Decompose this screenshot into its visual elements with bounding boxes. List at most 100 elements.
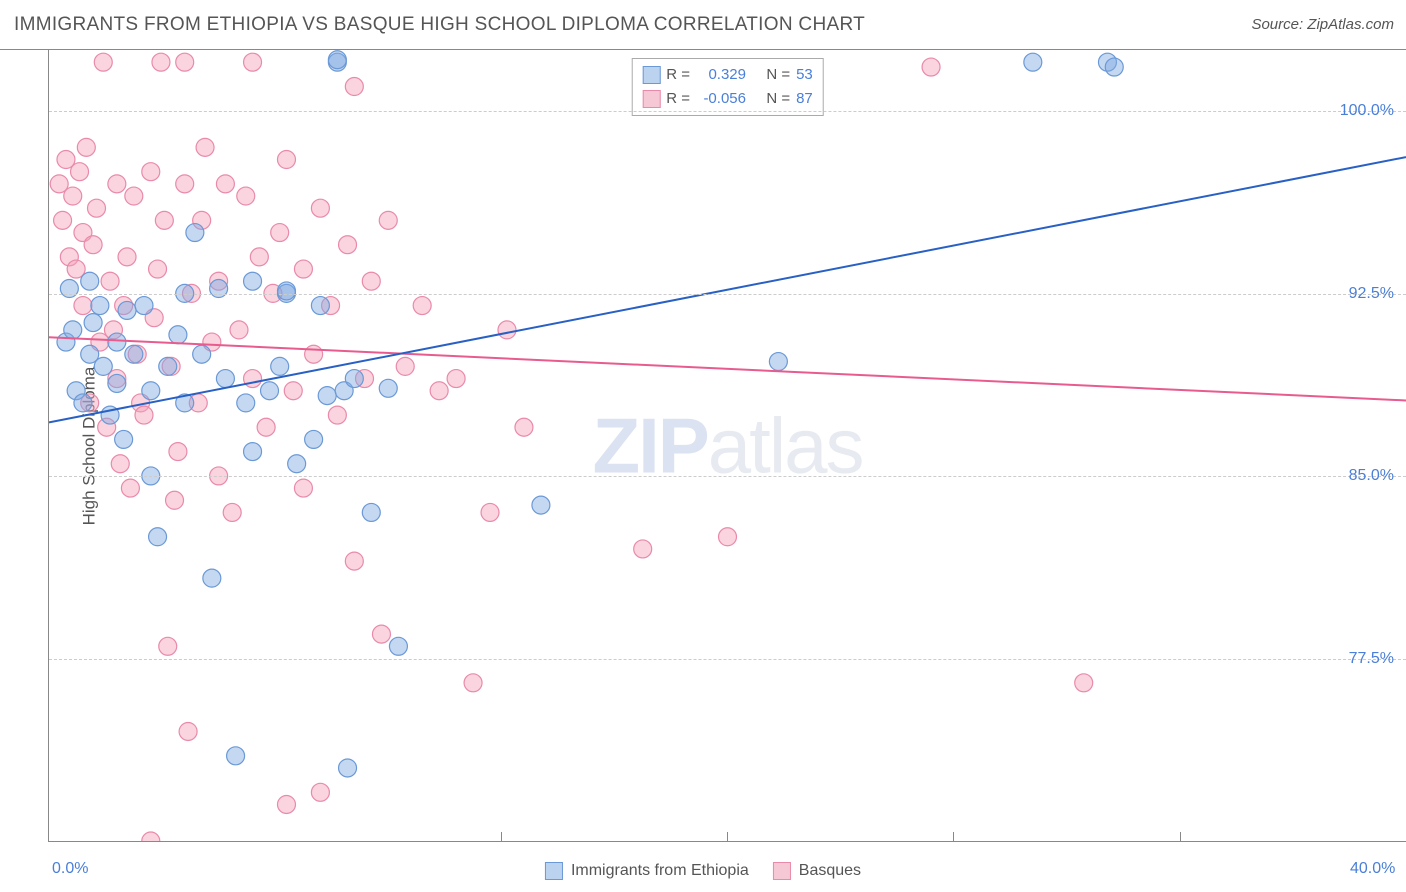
data-point <box>179 722 197 740</box>
data-point <box>71 163 89 181</box>
data-point <box>186 224 204 242</box>
data-point <box>176 175 194 193</box>
xtick-mark <box>501 832 502 842</box>
data-point <box>108 333 126 351</box>
correlation-legend: R = 0.329 N = 53 R = -0.056 N = 87 <box>631 58 824 116</box>
data-point <box>227 747 245 765</box>
data-point <box>1098 53 1116 71</box>
data-point <box>94 53 112 71</box>
data-point <box>294 479 312 497</box>
plot-area: ZIPatlas R = 0.329 N = 53 R = -0.056 N =… <box>48 50 1406 842</box>
data-point <box>277 282 295 300</box>
data-point <box>176 53 194 71</box>
data-point <box>60 280 78 298</box>
data-point <box>447 370 465 388</box>
data-point <box>339 236 357 254</box>
data-point <box>149 260 167 278</box>
r-label-2: R = <box>666 87 690 111</box>
n-label-1: N = <box>766 63 790 87</box>
legend-item-2: Basques <box>773 862 861 880</box>
data-point <box>81 394 99 412</box>
gridline-h <box>49 111 1406 112</box>
data-point <box>203 569 221 587</box>
data-point <box>216 175 234 193</box>
data-point <box>128 345 146 363</box>
data-point <box>60 248 78 266</box>
data-point <box>356 370 374 388</box>
data-point <box>162 357 180 375</box>
data-point <box>464 674 482 692</box>
source-attribution: Source: ZipAtlas.com <box>1251 16 1394 33</box>
data-point <box>91 333 109 351</box>
data-point <box>244 443 262 461</box>
data-point <box>396 357 414 375</box>
data-point <box>284 382 302 400</box>
data-point <box>101 272 119 290</box>
data-point <box>532 496 550 514</box>
data-point <box>210 280 228 298</box>
data-point <box>1075 674 1093 692</box>
data-point <box>189 394 207 412</box>
r-value-2: -0.056 <box>696 87 746 111</box>
scatter-svg <box>49 50 1406 841</box>
data-point <box>74 224 92 242</box>
data-point <box>216 370 234 388</box>
data-point <box>149 528 167 546</box>
data-point <box>1105 58 1123 76</box>
data-point <box>322 297 340 315</box>
data-point <box>261 382 279 400</box>
data-point <box>142 832 160 841</box>
data-point <box>257 418 275 436</box>
ytick-label: 100.0% <box>1340 102 1394 120</box>
data-point <box>311 297 329 315</box>
xtick-mark <box>953 832 954 842</box>
data-point <box>115 430 133 448</box>
data-point <box>101 406 119 424</box>
gridline-h <box>49 294 1406 295</box>
data-point <box>210 272 228 290</box>
data-point <box>294 260 312 278</box>
data-point <box>84 236 102 254</box>
data-point <box>515 418 533 436</box>
data-point <box>74 394 92 412</box>
data-point <box>244 272 262 290</box>
series-legend: Immigrants from Ethiopia Basques <box>545 862 861 880</box>
data-point <box>335 382 353 400</box>
data-point <box>111 455 129 473</box>
legend-label-2: Basques <box>799 862 861 880</box>
data-point <box>132 394 150 412</box>
data-point <box>244 53 262 71</box>
n-value-2: 87 <box>796 87 813 111</box>
legend-item-1: Immigrants from Ethiopia <box>545 862 749 880</box>
data-point <box>155 211 173 229</box>
data-point <box>271 224 289 242</box>
data-point <box>237 187 255 205</box>
data-point <box>54 211 72 229</box>
data-point <box>74 297 92 315</box>
data-point <box>145 309 163 327</box>
data-point <box>481 503 499 521</box>
data-point <box>77 138 95 156</box>
xtick-label: 40.0% <box>1350 860 1395 878</box>
data-point <box>1024 53 1042 71</box>
gridline-h <box>49 659 1406 660</box>
data-point <box>277 151 295 169</box>
data-point <box>328 406 346 424</box>
data-point <box>389 637 407 655</box>
data-point <box>230 321 248 339</box>
data-point <box>81 345 99 363</box>
data-point <box>237 394 255 412</box>
legend-row-2: R = -0.056 N = 87 <box>642 87 813 111</box>
data-point <box>125 345 143 363</box>
xtick-mark <box>1180 832 1181 842</box>
data-point <box>159 637 177 655</box>
data-point <box>125 187 143 205</box>
data-point <box>91 297 109 315</box>
xtick-mark <box>727 832 728 842</box>
data-point <box>84 314 102 332</box>
data-point <box>203 333 221 351</box>
data-point <box>305 345 323 363</box>
data-point <box>104 321 122 339</box>
chart-title: IMMIGRANTS FROM ETHIOPIA VS BASQUE HIGH … <box>14 14 865 36</box>
data-point <box>223 503 241 521</box>
